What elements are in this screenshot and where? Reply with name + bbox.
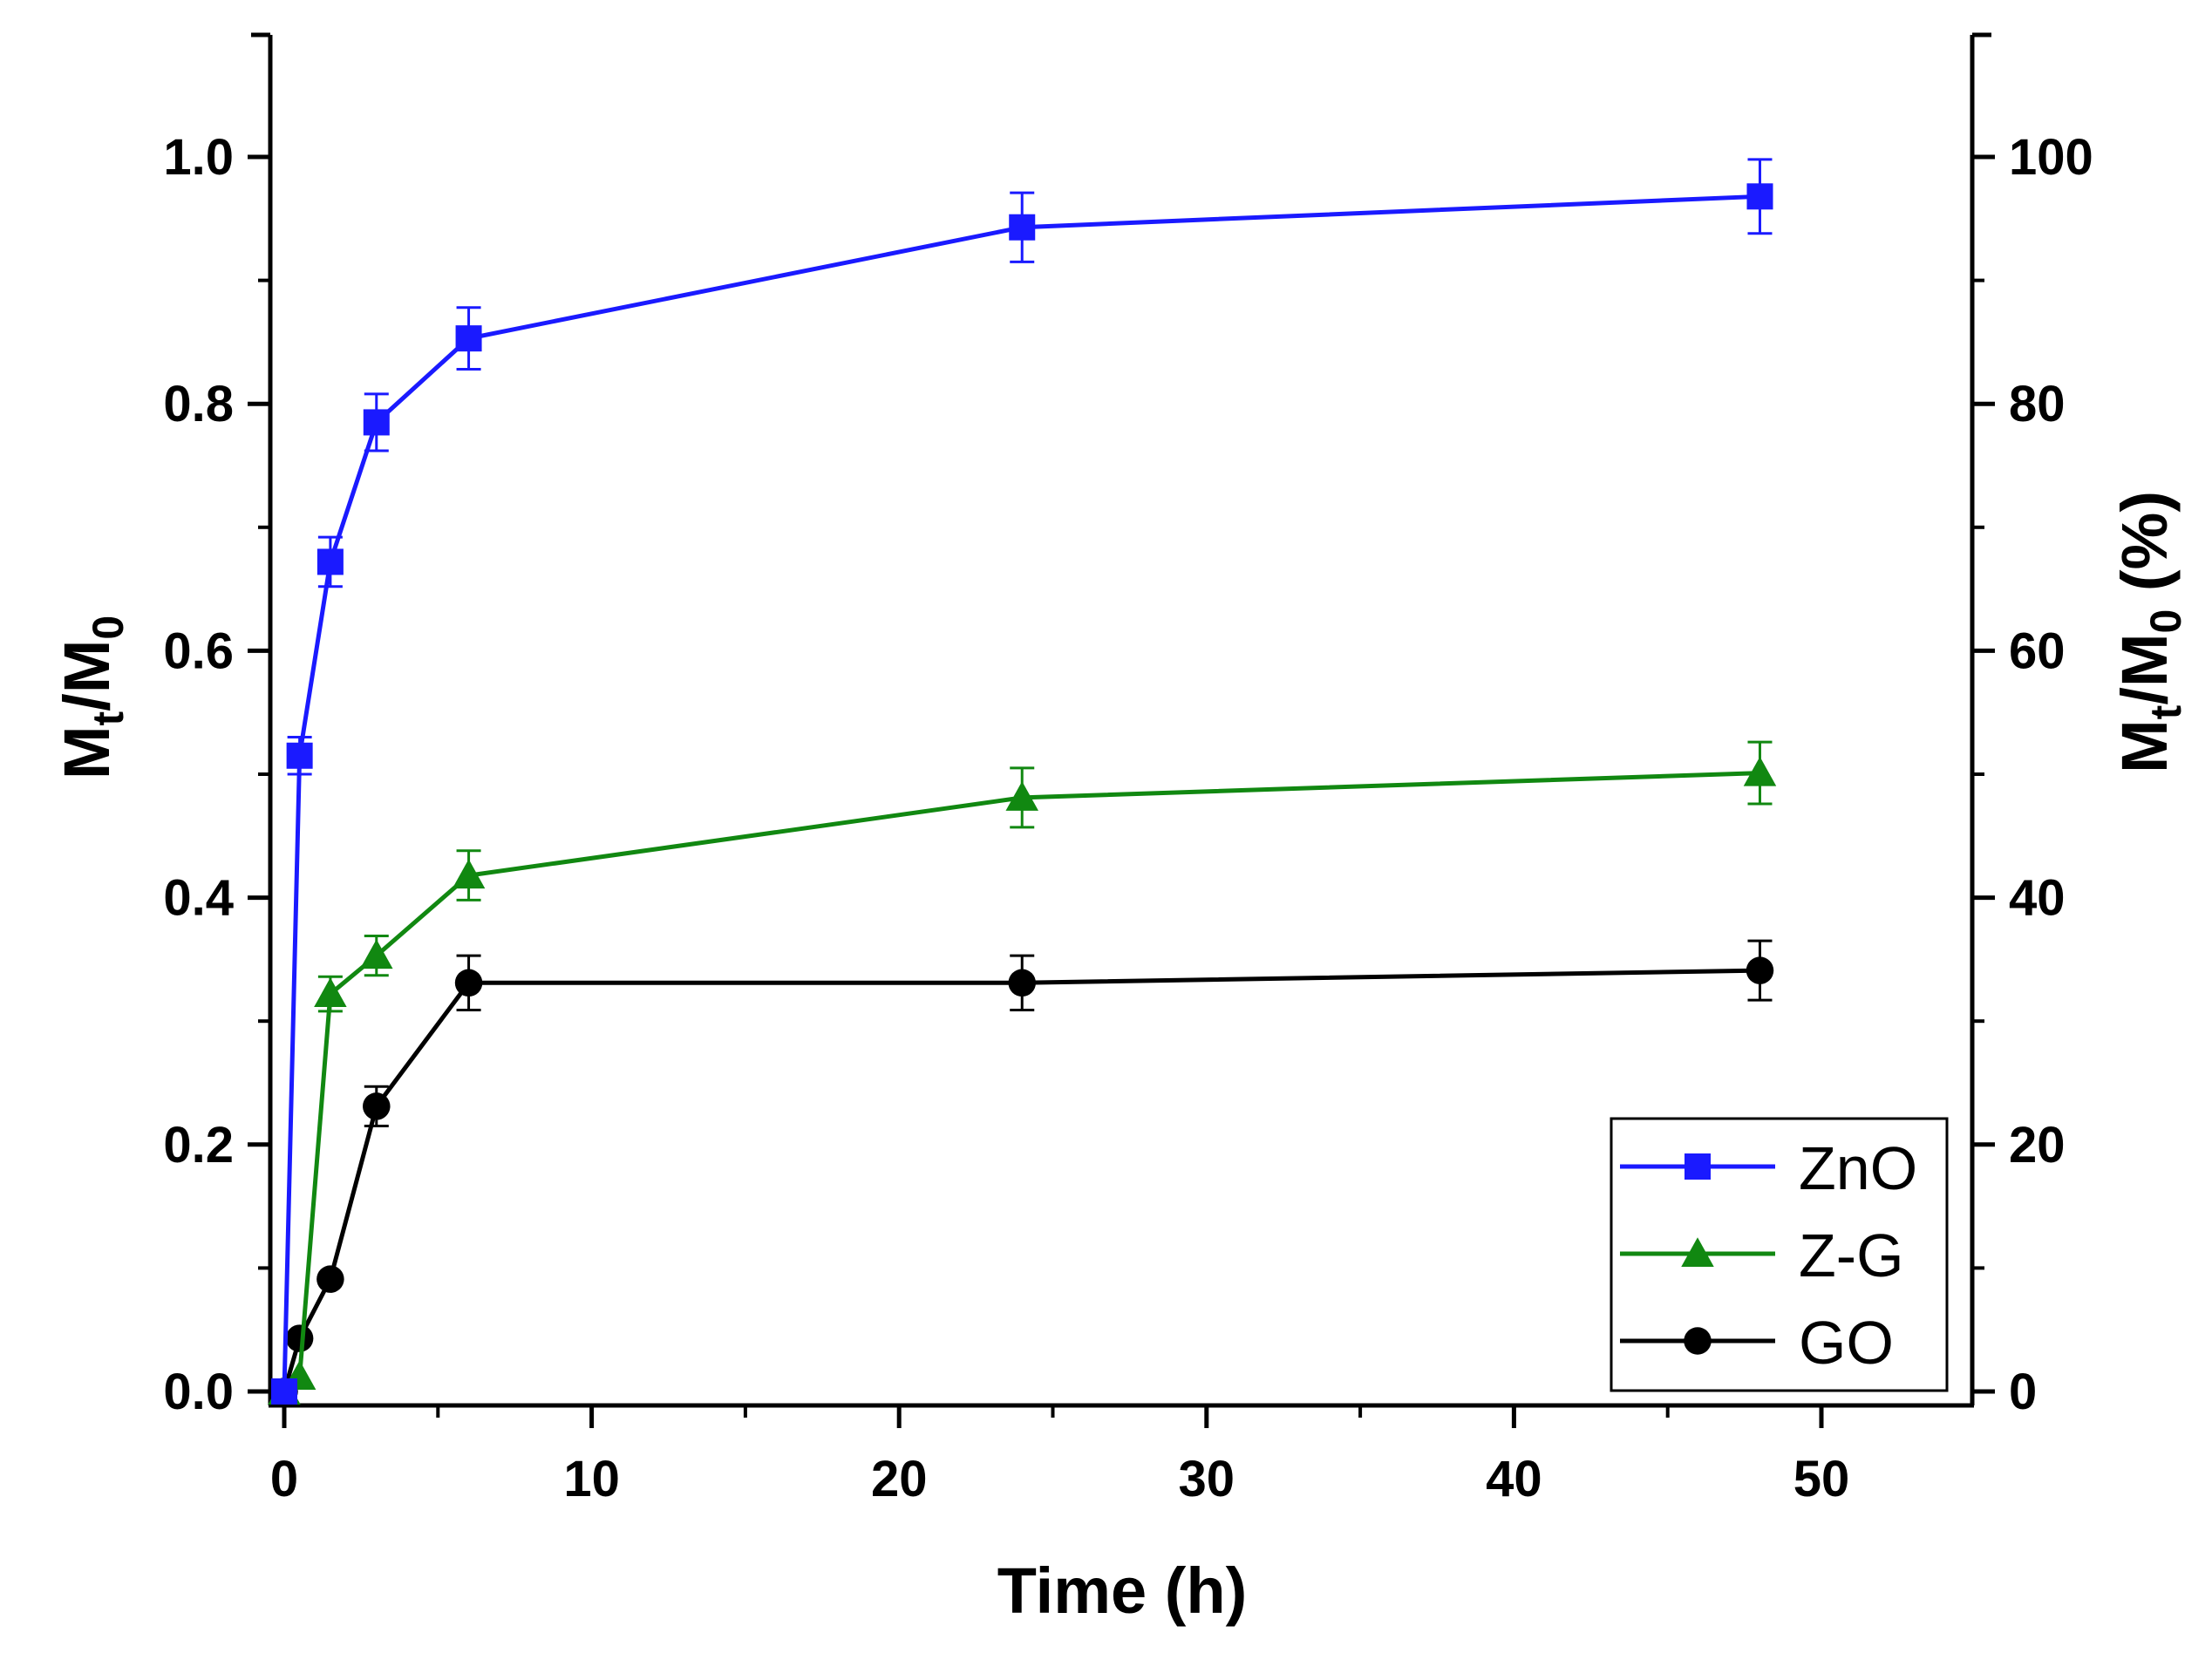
data-point-go — [1746, 956, 1774, 984]
legend-marker-zno — [1685, 1153, 1711, 1180]
y-tick-label: 0.6 — [163, 622, 234, 679]
data-point-zno — [455, 325, 482, 352]
y2-axis-title: Mt/M0 (%) — [2108, 491, 2190, 773]
y-tick-label: 0.2 — [163, 1117, 234, 1174]
data-point-zno — [271, 1378, 297, 1405]
legend-label-go: GO — [1799, 1309, 1894, 1377]
data-point-z-g — [452, 859, 486, 889]
y-tick-label: 1.0 — [163, 129, 234, 186]
legend-marker-go — [1684, 1327, 1712, 1355]
y2-tick-label: 100 — [2009, 129, 2093, 186]
axes: 0 10 20 30 40 50 0.0 0.2 0.4 0.6 0.8 1.0 0 20 40 60 80 10… — [163, 32, 2093, 1507]
data-point-go — [1008, 969, 1036, 997]
y-tick-label: 0.0 — [163, 1364, 234, 1420]
y-tick-label: 0.4 — [163, 870, 234, 927]
y2-tick-label: 60 — [2009, 622, 2066, 679]
y-axis-title: Mt/M0 — [51, 616, 133, 779]
y-tick-label: 0.8 — [163, 376, 234, 432]
data-point-go — [454, 969, 483, 997]
x-tick-label: 40 — [1486, 1451, 1542, 1507]
y2-tick-label: 0 — [2009, 1364, 2037, 1420]
data-point-zno — [1009, 214, 1036, 241]
series-z-g — [268, 740, 1777, 1405]
data-point-zno — [316, 548, 344, 575]
data-point-zno — [286, 742, 313, 769]
data-point-zno — [1746, 183, 1773, 210]
series-go — [270, 939, 1774, 1405]
plot-area — [268, 158, 1777, 1405]
x-axis-title: Time (h) — [997, 1555, 1247, 1627]
series-line-go — [282, 968, 1760, 1392]
x-tick-label: 30 — [1179, 1451, 1235, 1507]
legend-label-zno: ZnO — [1799, 1134, 1917, 1202]
legend: ZnO Z-G GO — [1610, 1117, 1949, 1392]
data-point-z-g — [1743, 756, 1777, 786]
data-point-go — [285, 1324, 314, 1352]
series-line-z-g — [282, 771, 1760, 1393]
y2-tick-label: 80 — [2009, 376, 2066, 432]
y2-tick-label: 20 — [2009, 1117, 2066, 1174]
x-tick-label: 20 — [871, 1451, 928, 1507]
legend-label-z-g: Z-G — [1799, 1221, 1904, 1289]
series-zno — [271, 158, 1773, 1405]
data-point-go — [316, 1265, 344, 1293]
data-point-go — [363, 1092, 391, 1120]
data-point-z-g — [314, 977, 347, 1008]
y2-tick-label: 40 — [2009, 870, 2066, 927]
data-point-zno — [363, 409, 390, 436]
legend-marker-z-g — [1681, 1237, 1714, 1267]
x-tick-label: 10 — [563, 1451, 620, 1507]
x-tick-label: 50 — [1793, 1451, 1850, 1507]
data-point-z-g — [360, 939, 393, 969]
data-point-z-g — [1005, 781, 1038, 811]
x-tick-label: 0 — [270, 1451, 298, 1507]
